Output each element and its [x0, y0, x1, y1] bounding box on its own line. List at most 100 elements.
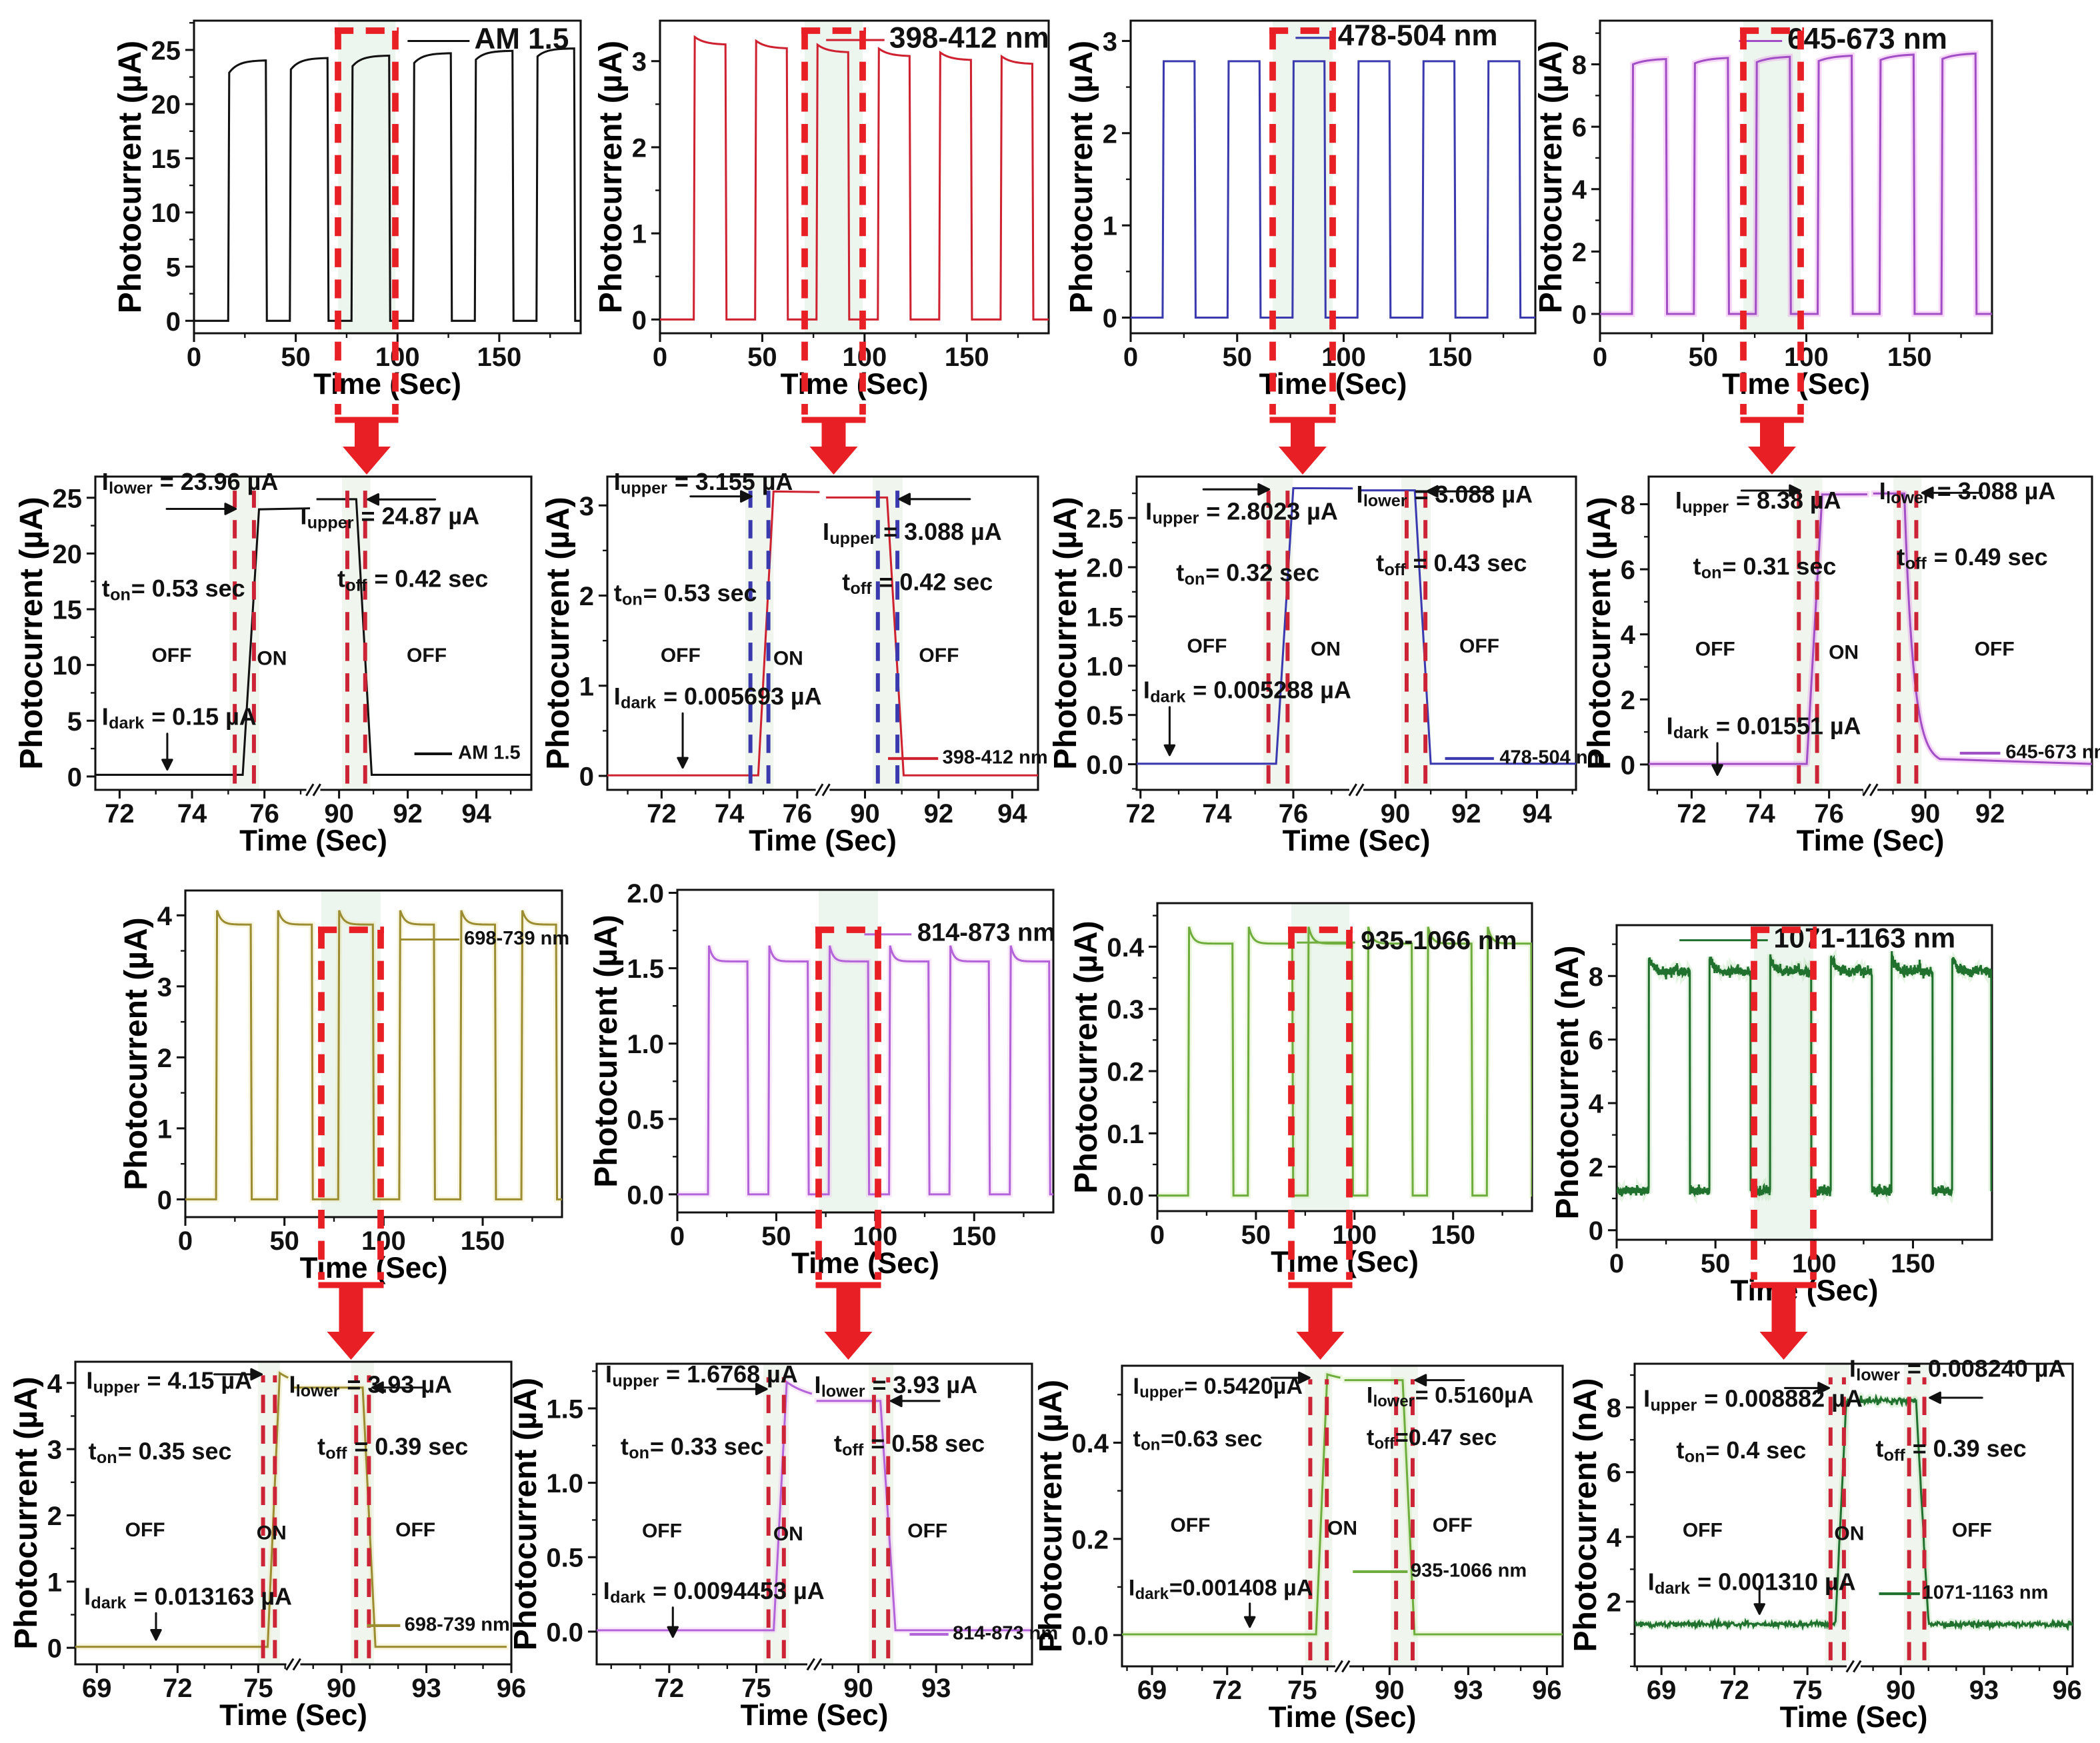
- svg-text:AM 1.5: AM 1.5: [458, 742, 521, 763]
- svg-text:t =: t = 0 . 5 8 s e c o f f: [834, 1430, 989, 1460]
- svg-text:90: 90: [324, 799, 353, 829]
- svg-text:25: 25: [53, 484, 82, 513]
- svg-text:3: 3: [47, 1436, 62, 1465]
- svg-text:Photocurrent (nA): Photocurrent (nA): [1550, 945, 1585, 1219]
- svg-text:OFF: OFF: [1683, 1520, 1723, 1542]
- svg-text:2: 2: [579, 582, 594, 611]
- svg-text:90: 90: [1886, 1676, 1915, 1705]
- svg-text:ON: ON: [1834, 1522, 1864, 1544]
- svg-text:72: 72: [655, 1674, 684, 1703]
- svg-text:t =: t = 0 . 4 2 s e c o f f: [842, 568, 997, 598]
- svg-text:814-873 nm: 814-873 nm: [953, 1622, 1058, 1644]
- svg-text:2: 2: [47, 1502, 62, 1531]
- svg-text:4: 4: [47, 1369, 63, 1398]
- svg-text:150: 150: [952, 1222, 997, 1251]
- svg-text:698-739 nm: 698-739 nm: [464, 928, 569, 949]
- svg-text:75: 75: [741, 1674, 771, 1703]
- svg-text:OFF: OFF: [1952, 1520, 1992, 1542]
- svg-text:OFF: OFF: [1433, 1514, 1473, 1536]
- svg-text:0: 0: [1123, 343, 1138, 372]
- svg-text:69: 69: [1647, 1676, 1676, 1705]
- svg-text:74: 74: [715, 799, 745, 829]
- svg-text:645-673 nm: 645-673 nm: [1787, 23, 1947, 55]
- svg-text:645-673 nm: 645-673 nm: [2005, 742, 2100, 763]
- svg-text:4: 4: [157, 902, 173, 931]
- svg-text:74: 74: [1745, 799, 1775, 829]
- svg-text:75: 75: [1793, 1676, 1822, 1705]
- svg-text:0: 0: [1103, 304, 1117, 333]
- svg-text:Photocurrent (µA): Photocurrent (µA): [1033, 1380, 1069, 1652]
- svg-text:93: 93: [1969, 1676, 1999, 1705]
- svg-text:Photocurrent (µA): Photocurrent (µA): [1069, 920, 1104, 1193]
- svg-text:ON: ON: [1327, 1518, 1357, 1540]
- svg-text:Photocurrent (µA): Photocurrent (µA): [113, 41, 148, 313]
- svg-text:2: 2: [1572, 238, 1587, 267]
- svg-text:150: 150: [477, 343, 522, 372]
- svg-text:t = 0: t = 0 . 3 5 s e c o n: [89, 1437, 236, 1467]
- svg-text:4: 4: [1607, 1523, 1622, 1552]
- svg-text:1071-1163 nm: 1071-1163 nm: [1923, 1582, 2049, 1604]
- svg-text:8: 8: [1589, 962, 1603, 992]
- svg-text:0: 0: [1593, 343, 1607, 372]
- svg-text:2: 2: [157, 1044, 172, 1073]
- svg-text:15: 15: [53, 596, 82, 625]
- svg-text:OFF: OFF: [1975, 639, 2015, 661]
- svg-text:I =: I = 3 . 0 8 8 µ A u p p e r: [823, 518, 1006, 548]
- svg-text:75: 75: [1287, 1676, 1317, 1705]
- svg-text:OFF: OFF: [907, 1520, 947, 1542]
- svg-text:0.2: 0.2: [1107, 1057, 1144, 1086]
- svg-text:1.0: 1.0: [1086, 652, 1123, 681]
- svg-text:92: 92: [1451, 799, 1481, 829]
- svg-text:1.5: 1.5: [627, 954, 664, 984]
- svg-text:2.0: 2.0: [627, 879, 664, 908]
- svg-text:Photocurrent (µA): Photocurrent (µA): [1533, 41, 1569, 313]
- svg-text:t =: t = 0 . 4 2 s e c o f f: [337, 565, 492, 595]
- svg-text:Photocurrent (µA): Photocurrent (µA): [119, 917, 154, 1190]
- svg-text:Photocurrent (µA): Photocurrent (µA): [593, 41, 629, 313]
- svg-text:5: 5: [67, 707, 82, 737]
- svg-text:6: 6: [1621, 556, 1635, 585]
- svg-text:15: 15: [151, 145, 181, 174]
- svg-text:76: 76: [1279, 799, 1308, 829]
- svg-text:0: 0: [1589, 1216, 1603, 1246]
- svg-text:72: 72: [1212, 1676, 1241, 1705]
- svg-text:50: 50: [1222, 343, 1251, 372]
- svg-text:150: 150: [1428, 343, 1473, 372]
- svg-text:0: 0: [166, 307, 181, 337]
- svg-text:OFF: OFF: [1170, 1514, 1210, 1536]
- svg-text:0.0: 0.0: [1086, 751, 1123, 780]
- svg-text:698-739 nm: 698-739 nm: [405, 1614, 510, 1635]
- svg-text:50: 50: [761, 1222, 791, 1251]
- svg-text:8: 8: [1621, 491, 1635, 520]
- svg-text:1: 1: [632, 220, 647, 249]
- svg-text:94: 94: [461, 799, 491, 829]
- svg-text:0.4: 0.4: [1071, 1429, 1109, 1458]
- svg-text:1.0: 1.0: [627, 1030, 664, 1059]
- svg-text:8: 8: [1607, 1394, 1621, 1423]
- svg-text:0: 0: [1572, 300, 1587, 329]
- svg-text:t = 0: t = 0 . 5 3 s e c o n: [102, 575, 249, 605]
- svg-text:OFF: OFF: [661, 645, 701, 667]
- svg-text:I =: I = 0 . 0 0 9 4 4 5 3 µ A d a r k: [603, 1577, 829, 1607]
- svg-text:5: 5: [166, 253, 181, 283]
- svg-text:150: 150: [1887, 343, 1932, 372]
- svg-text:0: 0: [670, 1222, 685, 1251]
- svg-text:2: 2: [632, 133, 647, 163]
- svg-text:I =: I = 3 . 1 5 5 µ A u p p e r: [614, 468, 797, 498]
- svg-text:Photocurrent (µA): Photocurrent (µA): [14, 497, 49, 769]
- svg-text:I =: I = 0 . 0 1 5 5 1 µ A d a r k: [1667, 713, 1865, 743]
- svg-text:50: 50: [1241, 1220, 1271, 1250]
- svg-text:Photocurrent (µA): Photocurrent (µA): [541, 497, 576, 769]
- svg-text:1: 1: [1103, 212, 1117, 241]
- svg-text:0.5: 0.5: [546, 1544, 583, 1573]
- svg-text:ON: ON: [773, 1523, 803, 1545]
- svg-text:OFF: OFF: [919, 645, 959, 667]
- svg-text:935-1066 nm: 935-1066 nm: [1411, 1560, 1527, 1581]
- svg-text:150: 150: [1891, 1249, 1935, 1278]
- svg-text:10: 10: [151, 199, 181, 228]
- svg-text:t = 0 .: t = 0 . 6 3 s e c o n: [1133, 1426, 1267, 1454]
- svg-text:814-873 nm: 814-873 nm: [917, 919, 1055, 947]
- svg-text:OFF: OFF: [395, 1519, 435, 1541]
- svg-text:1.5: 1.5: [1086, 603, 1123, 632]
- svg-text:OFF: OFF: [1187, 635, 1227, 657]
